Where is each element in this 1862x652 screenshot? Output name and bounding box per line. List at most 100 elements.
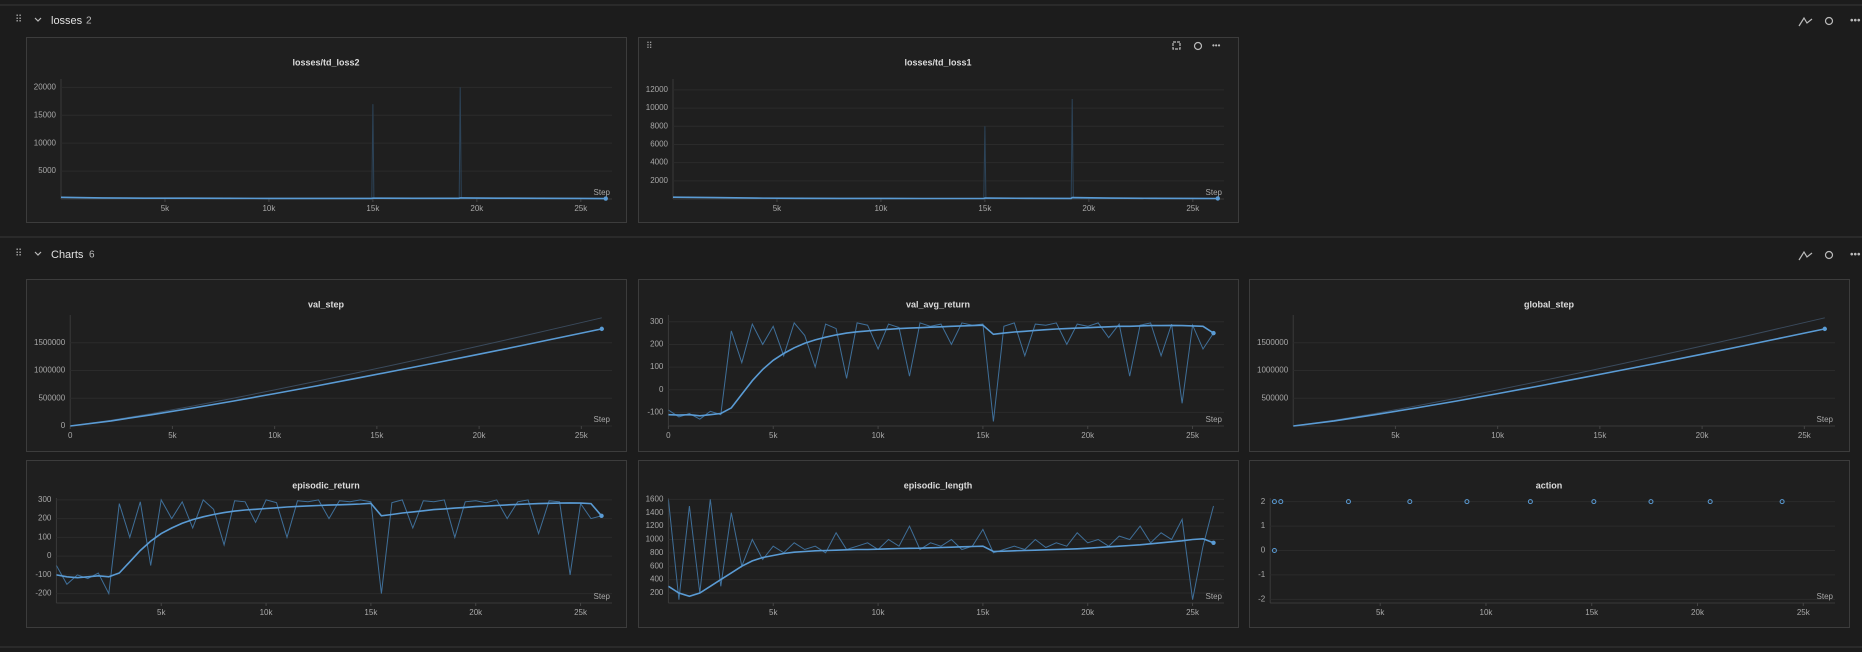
panel-frame (638, 460, 1239, 628)
x-axis-label: Step (1206, 592, 1223, 601)
end-point (603, 196, 608, 201)
y-tick-label: -100 (647, 408, 664, 417)
x-axis-label: Step (1817, 592, 1834, 601)
drag-handle: ⠿ (646, 40, 653, 50)
collapse-chevron[interactable] (34, 251, 42, 256)
x-tick-label: 15k (1593, 431, 1607, 440)
series-line (1293, 317, 1825, 427)
more-icon[interactable]: ••• (1212, 41, 1221, 50)
more-icon[interactable]: ••• (1850, 250, 1861, 261)
x-axis-label: Step (1206, 415, 1223, 424)
x-tick-label: 25k (1797, 608, 1811, 617)
chart-panel: episodic_length 200 400 600 800 1000 1200 1400 1… (638, 460, 1239, 628)
x-axis-label: Step (594, 188, 611, 197)
series-line (61, 196, 606, 200)
panel-tools[interactable]: ⠿ ••• (646, 40, 1221, 50)
end-point (1215, 196, 1220, 201)
x-axis-label: Step (1817, 415, 1834, 424)
x-tick-label: 25k (574, 204, 588, 213)
x-tick-label: 20k (1081, 608, 1095, 617)
y-tick-label: 8000 (650, 121, 668, 130)
line-icon[interactable] (1798, 250, 1813, 261)
y-tick-label: 2000 (650, 176, 668, 185)
x-tick-label: 5k (1376, 608, 1385, 617)
series-line (668, 324, 1214, 417)
y-tick-label: 1000000 (1257, 366, 1289, 375)
panel-frame (1249, 279, 1850, 452)
y-tick-label: 5000 (38, 166, 56, 175)
series-line (668, 537, 1214, 598)
x-tick-label: 25k (1186, 204, 1200, 213)
settings-icon[interactable] (1193, 41, 1203, 51)
y-tick-label: -100 (35, 570, 52, 579)
x-tick-label: 5k (769, 431, 778, 440)
scatter-point (1527, 499, 1533, 505)
y-tick-label: 6000 (650, 140, 668, 149)
y-tick-label: 300 (650, 317, 664, 326)
series-line (673, 196, 1218, 200)
section-header[interactable]: ⠿ Charts 6 (15, 249, 95, 261)
x-tick-label: 10k (1491, 431, 1505, 440)
scatter-point (1278, 499, 1284, 505)
series-line (70, 328, 602, 427)
x-tick-label: 10k (1480, 608, 1494, 617)
x-tick-label: 20k (1696, 431, 1710, 440)
end-point (1822, 326, 1827, 332)
end-point (599, 513, 604, 519)
chart-panel: val_avg_return -100 0 100 200 300 0 5k 10k 15k 20k… (638, 279, 1239, 452)
panel-frame (26, 460, 627, 628)
x-tick-label: 5k (157, 608, 166, 617)
y-tick-label: 0 (61, 421, 66, 430)
y-tick-label: 400 (650, 575, 664, 584)
y-tick-label: 0 (47, 551, 52, 560)
y-tick-label: 10000 (34, 138, 57, 147)
section-title: Charts (51, 249, 84, 261)
drag-handle[interactable]: ⠿ (15, 15, 22, 26)
x-tick-label: 15k (364, 608, 378, 617)
x-tick-label: 20k (1082, 204, 1096, 213)
x-axis-label: Step (1206, 188, 1223, 197)
x-tick-label: 25k (1186, 431, 1200, 440)
x-tick-label: 15k (976, 431, 990, 440)
settings-icon[interactable] (1824, 250, 1834, 260)
y-tick-label: 600 (650, 561, 664, 570)
scatter-point (1779, 499, 1785, 505)
section-count: 6 (89, 250, 95, 261)
chart-panel: episodic_return -200 -100 0 100 200 300 5k 10k 15… (26, 460, 627, 628)
y-tick-label: 1 (1261, 521, 1266, 530)
panel-frame (26, 37, 627, 223)
section-header[interactable]: ⠿ losses 2 (15, 15, 92, 27)
series-line (70, 317, 602, 427)
x-tick-label: 10k (268, 431, 282, 440)
x-tick-label: 25k (575, 431, 589, 440)
series-line (668, 321, 1214, 422)
line-icon[interactable] (1798, 16, 1813, 27)
settings-icon[interactable] (1824, 16, 1834, 26)
y-tick-label: 1400 (646, 508, 664, 517)
scatter-point (1345, 499, 1351, 505)
drag-handle[interactable]: ⠿ (15, 249, 22, 260)
x-tick-label: 15k (976, 608, 990, 617)
y-tick-label: -200 (35, 589, 52, 598)
y-tick-label: 1000 (646, 535, 664, 544)
y-tick-label: -2 (1258, 594, 1266, 603)
fullscreen-icon[interactable] (1172, 41, 1181, 50)
chart-panel: val_step 0 500000 1000000 1500000 0 5k 10k 15k 20… (26, 279, 627, 452)
chart-title: losses/td_loss2 (292, 57, 359, 67)
y-tick-label: 800 (650, 548, 664, 557)
x-tick-label: 5k (161, 204, 170, 213)
y-tick-label: 200 (650, 340, 664, 349)
y-tick-label: 1500000 (1257, 338, 1289, 347)
chart-title: episodic_return (292, 480, 360, 490)
x-tick-label: 10k (874, 204, 888, 213)
y-tick-label: 1000000 (34, 366, 66, 375)
y-tick-label: 200 (38, 514, 52, 523)
collapse-chevron[interactable] (34, 17, 42, 22)
more-icon[interactable]: ••• (1850, 16, 1861, 27)
chart-title: action (1536, 480, 1563, 490)
y-tick-label: 12000 (646, 85, 669, 94)
x-tick-label: 5k (168, 431, 177, 440)
x-tick-label: 25k (574, 608, 588, 617)
